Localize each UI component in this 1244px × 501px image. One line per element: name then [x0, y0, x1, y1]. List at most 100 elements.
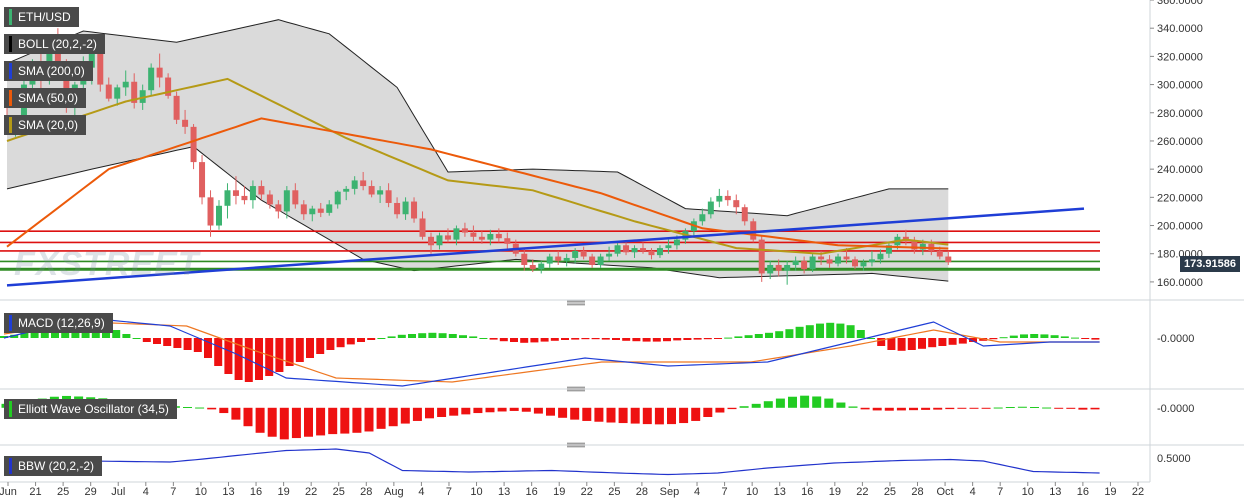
candle-body [487, 233, 494, 240]
sma50-line [6, 117, 949, 250]
macd-histogram-bar [397, 334, 406, 338]
macd-histogram-bar [204, 338, 212, 358]
macd-histogram-bar [744, 335, 753, 338]
candle-body [792, 260, 799, 265]
legend-sma20[interactable]: SMA (20,0) [4, 115, 87, 135]
macd-histogram-bar [499, 338, 508, 342]
macd-histogram-bar [367, 338, 376, 340]
candle-body [623, 245, 630, 253]
macd-histogram-bar [969, 338, 977, 342]
ewo-histogram-bar [933, 407, 943, 410]
candle-body [224, 190, 231, 206]
time-tick-label: 10 [746, 486, 758, 498]
ewo-histogram-bar [400, 407, 410, 424]
legend-ewo[interactable]: Elliott Wave Oscillator (34,5) [4, 399, 177, 419]
ewo-histogram-bar [219, 407, 229, 414]
candle-body [860, 262, 867, 267]
macd-histogram-bar [530, 338, 539, 343]
macd-histogram-bar [275, 338, 284, 372]
legend-sma200[interactable]: SMA (200,0) [4, 61, 93, 81]
ewo-histogram-bar [691, 407, 701, 421]
candle-body [919, 243, 926, 250]
macd-histogram-bar [428, 332, 437, 338]
candle-body [877, 253, 884, 260]
ewo-histogram-bar [969, 407, 979, 409]
macd-histogram-bar [438, 333, 447, 338]
symbol-label[interactable]: ETH/USD [4, 7, 79, 27]
macd-histogram-bar [1009, 335, 1018, 338]
candle-body [249, 186, 256, 201]
macd-histogram-bar [581, 338, 590, 340]
ewo-histogram-bar [630, 407, 640, 424]
macd-histogram-bar [316, 338, 325, 354]
macd-histogram-bar [958, 338, 967, 344]
ewo-histogram-bar [739, 406, 749, 408]
candle-body [648, 250, 655, 256]
candle-body [945, 256, 952, 263]
macd-swatch [9, 315, 12, 331]
macd-histogram-bar [469, 336, 478, 338]
legend-macd[interactable]: MACD (12,26,9) [4, 313, 113, 333]
time-tick-label: 13 [222, 486, 234, 498]
legend-sma200-text: SMA (200,0) [18, 64, 85, 78]
ewo-histogram-bar [521, 407, 531, 412]
ewo-histogram-bar [775, 398, 785, 408]
legend-bbw[interactable]: BBW (20,2,-2) [4, 456, 103, 476]
ewo-histogram-bar [352, 407, 362, 433]
macd-histogram-bar [1060, 336, 1069, 338]
macd-histogram-bar [877, 338, 886, 346]
ewo-histogram-bar [1078, 407, 1088, 410]
legend-boll[interactable]: BOLL (20,2,-2) [4, 34, 105, 54]
ewo-histogram-bar [291, 407, 301, 439]
time-tick-label: 25 [608, 486, 620, 498]
time-tick-label: 21 [29, 486, 41, 498]
candle-body [63, 70, 70, 96]
legend-ewo-text: Elliott Wave Oscillator (34,5) [18, 402, 169, 416]
candle-body [419, 218, 426, 237]
macd-histogram-bar [255, 338, 263, 380]
time-tick-label: 4 [970, 486, 976, 498]
candle-body [292, 190, 299, 205]
ewo-histogram-bar [679, 407, 689, 424]
macd-histogram-bar [836, 323, 845, 338]
time-tick-label: 28 [636, 486, 648, 498]
macd-histogram-bar [489, 338, 498, 340]
candle-body [589, 256, 596, 265]
candle-body [868, 259, 875, 263]
macd-histogram-bar [0, 336, 8, 338]
candle-body [122, 81, 129, 88]
time-tick-label: 19 [553, 486, 565, 498]
price-tick-label: 200.0000 [1157, 221, 1203, 233]
macd-histogram-bar [948, 338, 957, 345]
macd-line [3, 317, 1100, 387]
macd-histogram-bar [193, 338, 202, 352]
candle-body [775, 264, 782, 271]
macd-histogram-bar [418, 333, 427, 338]
candle-body [97, 53, 104, 85]
time-tick-label: 22 [1132, 486, 1144, 498]
ewo-histogram-bar [751, 403, 761, 408]
time-tick-label: 28 [360, 486, 372, 498]
candle-body [326, 204, 333, 213]
macd-histogram-bar [1091, 338, 1100, 340]
legend-sma50[interactable]: SMA (50,0) [4, 88, 87, 108]
macd-histogram-bar [510, 338, 518, 342]
candle-body [300, 204, 307, 215]
sma20-swatch [9, 117, 12, 133]
macd-histogram-bar [1040, 334, 1049, 338]
macd-histogram-bar [1030, 334, 1039, 338]
macd-histogram-bar [346, 338, 355, 345]
ewo-histogram-bar [800, 395, 810, 408]
time-tick-label: 7 [170, 486, 176, 498]
macd-histogram-bar [30, 329, 39, 338]
macd-histogram-bar [448, 334, 457, 338]
ewo-histogram-bar [860, 407, 870, 410]
macd-histogram-bar [754, 334, 763, 338]
macd-histogram-bar [918, 338, 926, 349]
ewo-histogram-bar [243, 407, 253, 427]
macd-histogram-bar [1071, 337, 1079, 339]
candle-body [656, 248, 663, 256]
ewo-histogram-bar [558, 407, 568, 418]
bollinger-band-fill [7, 19, 949, 282]
ewo-histogram-bar [473, 407, 483, 414]
